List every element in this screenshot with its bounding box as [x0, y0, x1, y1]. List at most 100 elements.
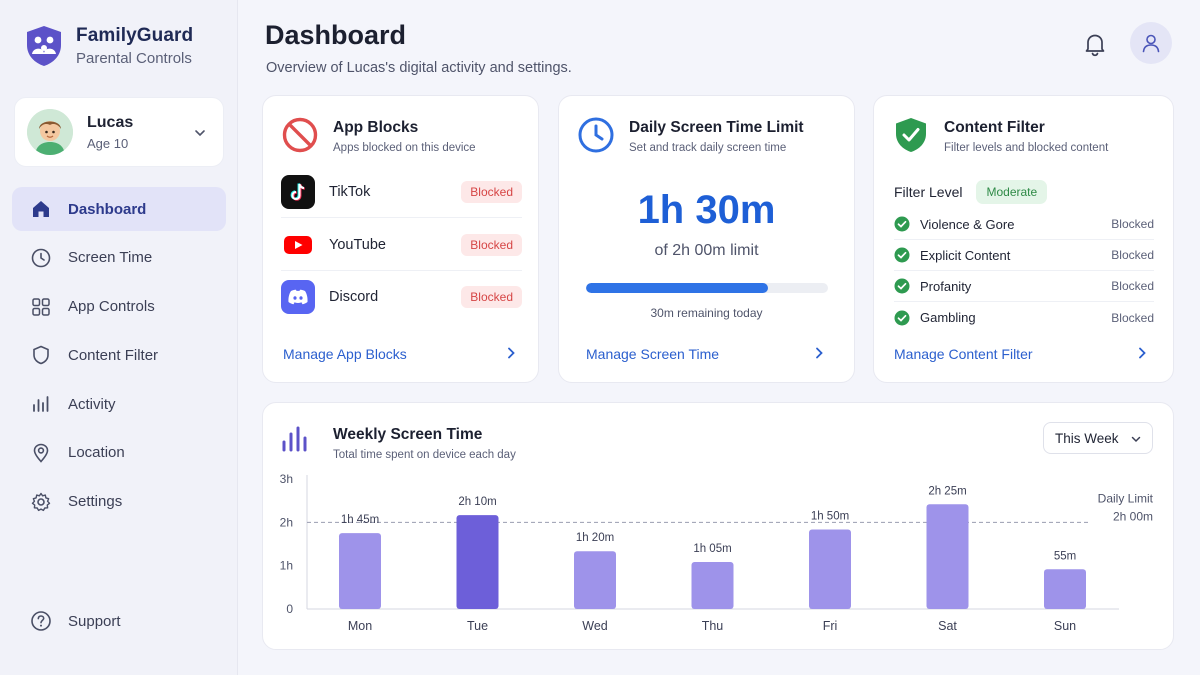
- chart-bar: [809, 529, 851, 609]
- check-circle-icon: [894, 310, 910, 325]
- y-tick-label: 0: [286, 602, 293, 616]
- sidebar-item-location[interactable]: Location: [12, 431, 226, 475]
- filter-item-status: Blocked: [1111, 217, 1154, 231]
- content-filter-card: Content Filter Filter levels and blocked…: [873, 95, 1174, 383]
- filter-item-status: Blocked: [1111, 248, 1154, 262]
- filter-level: Filter Level Moderate: [894, 180, 1048, 204]
- x-tick-label: Fri: [823, 619, 838, 633]
- time-remaining: 30m remaining today: [650, 306, 763, 320]
- weekly-title: Weekly Screen Time: [333, 426, 483, 443]
- page-subtitle: Overview of Lucas's digital activity and…: [266, 60, 572, 76]
- app-name: YouTube: [329, 236, 386, 253]
- week-range-select[interactable]: This Week: [1043, 422, 1153, 454]
- screen-time-subtitle: Set and track daily screen time: [629, 142, 787, 154]
- bell-icon[interactable]: [1081, 30, 1109, 58]
- home-icon: [30, 198, 52, 220]
- chevron-right-icon[interactable]: [812, 346, 826, 360]
- sidebar-nav: Dashboard Screen Time App Controls Conte…: [12, 187, 226, 529]
- y-tick-label: 1h: [280, 559, 293, 573]
- screen-time-card: Daily Screen Time Limit Set and track da…: [558, 95, 855, 383]
- filter-item-name: Violence & Gore: [920, 216, 1015, 232]
- y-tick-label: 2h: [280, 515, 293, 529]
- filter-item-name: Gambling: [920, 310, 976, 325]
- bar-chart-icon: [282, 426, 307, 452]
- status-badge: Blocked: [461, 233, 522, 256]
- app-name: TikTok: [329, 183, 371, 200]
- support-label: Support: [68, 612, 121, 630]
- block-icon: [282, 117, 318, 153]
- tiktok-icon: [281, 174, 315, 209]
- x-tick-label: Sat: [938, 619, 957, 633]
- brand-subtitle: Parental Controls: [76, 50, 192, 67]
- grid-icon: [30, 296, 52, 318]
- check-circle-icon: [894, 216, 910, 232]
- app-blocks-title: App Blocks: [333, 119, 419, 136]
- sidebar-item-dashboard[interactable]: Dashboard: [12, 187, 226, 231]
- manage-content-filter-link[interactable]: Manage Content Filter: [894, 346, 1033, 362]
- discord-icon: [281, 280, 315, 314]
- time-used: 1h 30m: [637, 188, 776, 232]
- sidebar-item-content-filter[interactable]: Content Filter: [12, 333, 226, 377]
- bar-value-label: 55m: [1054, 550, 1076, 562]
- filter-item: Explicit Content Blocked: [894, 240, 1154, 271]
- app-blocks-card: App Blocks Apps blocked on this device T…: [262, 95, 539, 383]
- bar-value-label: 1h 50m: [811, 511, 849, 523]
- x-tick-label: Thu: [702, 619, 724, 633]
- support-link[interactable]: Support: [30, 610, 121, 632]
- x-tick-label: Tue: [467, 619, 488, 633]
- chart-bar: [574, 551, 616, 609]
- y-tick-label: 3h: [280, 472, 293, 486]
- bar-value-label: 1h 20m: [576, 532, 614, 544]
- filter-item-name: Explicit Content: [920, 247, 1011, 263]
- sidebar-item-label: Screen Time: [68, 249, 153, 267]
- bar-value-label: 1h 45m: [341, 514, 379, 526]
- chart-bar: [456, 515, 499, 609]
- user-icon: [1142, 34, 1160, 53]
- brand: FamilyGuard Parental Controls: [24, 24, 193, 68]
- clock-icon: [578, 117, 614, 153]
- chevron-right-icon[interactable]: [1135, 346, 1149, 360]
- screen-time-progress: [586, 283, 828, 293]
- time-limit: of 2h 00m limit: [654, 242, 759, 259]
- weekly-bar-chart: 0 1h 2h 3h Daily Limit 2h 00m 1h 45m Mon 2h 10m T…: [280, 472, 1154, 633]
- list-item[interactable]: YouTube Blocked: [281, 219, 522, 271]
- status-badge: Blocked: [461, 286, 522, 308]
- manage-screen-time-link[interactable]: Manage Screen Time: [586, 346, 720, 362]
- chart-bar: [339, 533, 381, 609]
- chart-bar: [691, 562, 734, 609]
- profile-switcher[interactable]: Lucas Age 10: [14, 97, 224, 167]
- sidebar-item-screen-time[interactable]: Screen Time: [12, 236, 226, 280]
- chevron-down-icon: [1131, 436, 1141, 443]
- shield-check-icon: [896, 118, 926, 152]
- x-tick-label: Mon: [348, 619, 372, 633]
- help-icon: [30, 610, 52, 632]
- profile-age: Age 10: [87, 135, 129, 151]
- app-name: Discord: [329, 289, 379, 305]
- week-range-value: This Week: [1055, 430, 1119, 446]
- chevron-down-icon: [195, 130, 205, 137]
- screen-time-title: Daily Screen Time Limit: [629, 119, 804, 136]
- profile-name: Lucas: [87, 113, 134, 131]
- check-circle-icon: [894, 278, 910, 294]
- sidebar-item-label: Content Filter: [68, 346, 159, 364]
- user-account-button[interactable]: [1130, 22, 1172, 64]
- weekly-subtitle: Total time spent on device each day: [333, 449, 516, 461]
- sidebar-item-settings[interactable]: Settings: [12, 480, 226, 524]
- sidebar-item-label: Dashboard: [68, 200, 147, 218]
- list-item[interactable]: TikTok Blocked: [281, 166, 522, 218]
- chart-bar: [1044, 569, 1086, 609]
- list-item[interactable]: Discord Blocked: [281, 271, 522, 323]
- content-filter-title: Content Filter: [944, 119, 1045, 136]
- chart-bar: [926, 504, 969, 609]
- app-blocks-subtitle: Apps blocked on this device: [333, 142, 476, 154]
- manage-app-blocks-link[interactable]: Manage App Blocks: [283, 346, 407, 362]
- gear-icon: [30, 491, 52, 513]
- check-circle-icon: [894, 247, 910, 263]
- status-badge: Blocked: [461, 180, 522, 203]
- location-pin-icon: [30, 442, 52, 464]
- chevron-right-icon[interactable]: [504, 346, 518, 360]
- bar-value-label: 2h 25m: [928, 485, 966, 497]
- sidebar-item-app-controls[interactable]: App Controls: [12, 285, 226, 329]
- sidebar-item-label: App Controls: [68, 298, 155, 316]
- sidebar-item-activity[interactable]: Activity: [12, 382, 226, 426]
